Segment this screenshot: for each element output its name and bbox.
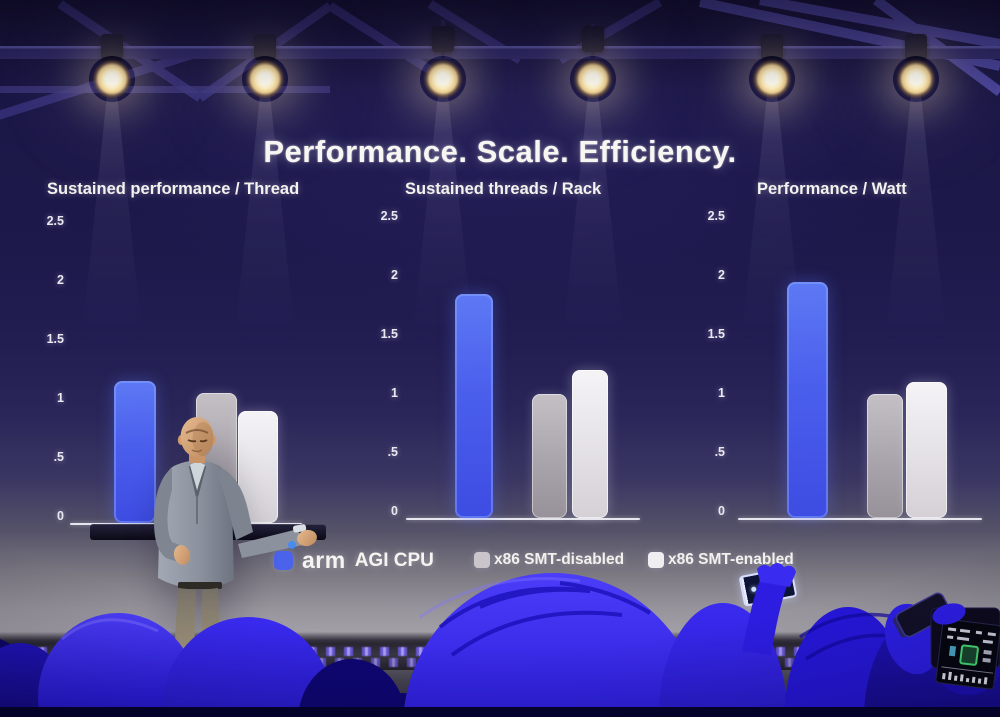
- chart-title: Performance / Watt: [757, 180, 907, 198]
- stage-light: [420, 56, 466, 102]
- x-axis-line: [738, 518, 982, 520]
- y-axis-tick: 0: [718, 504, 725, 518]
- y-axis-tick: 2: [57, 273, 64, 287]
- bar-arm-agi-cpu: [455, 294, 493, 518]
- y-axis-tick: 1: [718, 386, 725, 400]
- y-axis-tick: 1.5: [380, 327, 398, 341]
- stage-light: [89, 56, 135, 102]
- y-axis-tick: 0: [57, 509, 64, 523]
- light-fixture: [432, 26, 454, 52]
- stage-light: [570, 56, 616, 102]
- light-fixture: [582, 26, 604, 52]
- stage-light: [242, 56, 288, 102]
- y-axis-tick: .5: [53, 450, 64, 464]
- y-axis-tick: 2: [718, 268, 725, 282]
- bar-arm-agi-cpu: [787, 282, 828, 518]
- ceiling-truss: [0, 0, 1000, 120]
- chart-title: Sustained threads / Rack: [405, 180, 602, 198]
- y-axis-tick: .5: [387, 445, 398, 459]
- slide-title: Performance. Scale. Efficiency.: [263, 134, 737, 169]
- bar-x86-smt-disabled: [532, 394, 567, 518]
- y-axis-tick: 2.5: [380, 209, 398, 223]
- chart-title: Sustained performance / Thread: [47, 180, 300, 198]
- y-axis-tick: 2.5: [46, 214, 64, 228]
- y-axis-tick: 1.5: [707, 327, 725, 341]
- y-axis-tick: 0: [391, 504, 398, 518]
- chart-performance-per-watt: Performance / Watt 2.5 2 1.5 1.5 0: [700, 178, 996, 538]
- y-axis-tick: 1.5: [46, 332, 64, 346]
- bar-x86-smt-enabled: [572, 370, 608, 518]
- bar-x86-smt-enabled: [906, 382, 947, 518]
- y-axis-tick: 1: [57, 391, 64, 405]
- chart-sustained-threads-per-rack: Sustained threads / Rack 2.5 2 1.5 1.5 0: [372, 178, 664, 538]
- video-camera: [893, 592, 1000, 690]
- audience-silhouettes: [0, 563, 1000, 717]
- stage-light: [893, 56, 939, 102]
- y-axis-tick: 1: [391, 386, 398, 400]
- y-axis-tick: 2: [391, 268, 398, 282]
- x-axis-line: [406, 518, 640, 520]
- y-axis-tick: 2.5: [707, 209, 725, 223]
- stage-light: [749, 56, 795, 102]
- bar-x86-smt-disabled: [867, 394, 903, 518]
- y-axis-tick: .5: [714, 445, 725, 459]
